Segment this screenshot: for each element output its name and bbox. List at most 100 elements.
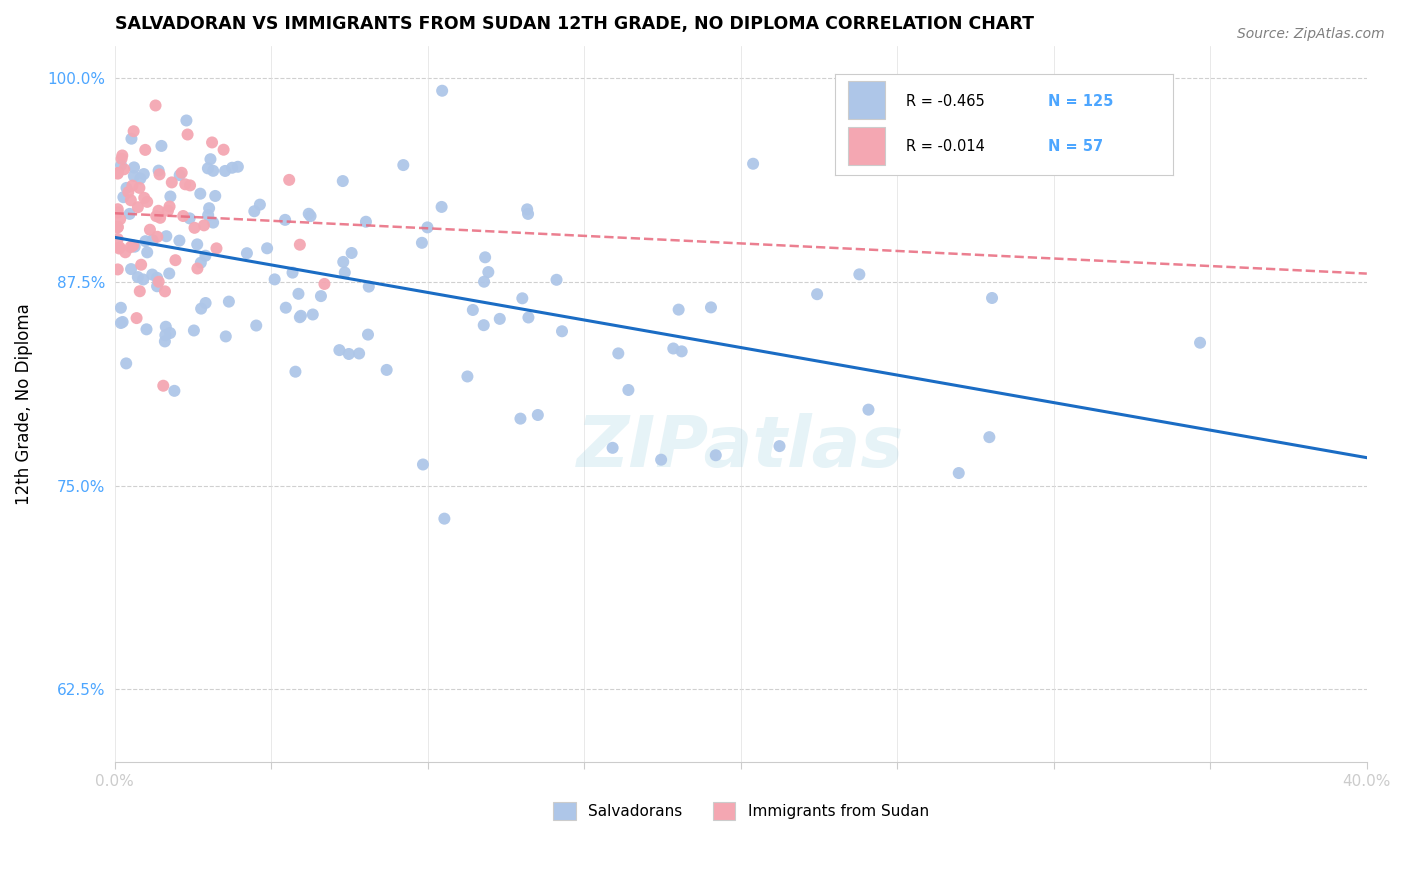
Point (183, 324, 205, 338)
Point (198, 201, 221, 215)
Point (145, 209, 167, 223)
Point (165, 253, 187, 268)
Point (430, 200, 453, 214)
Point (155, 229, 177, 244)
Point (309, 289, 332, 303)
Point (163, 384, 186, 398)
Point (205, 241, 228, 255)
Point (194, 296, 217, 310)
Point (347, 346, 370, 360)
Point (1189, 335, 1212, 350)
Point (392, 158, 415, 172)
Point (617, 383, 640, 397)
Point (141, 268, 163, 282)
Point (107, 219, 129, 234)
Point (174, 178, 197, 192)
Point (200, 152, 222, 166)
Point (214, 164, 236, 178)
Point (110, 152, 132, 166)
Point (120, 262, 142, 277)
Point (107, 166, 129, 180)
Point (256, 241, 278, 255)
Point (290, 309, 312, 323)
Point (128, 285, 150, 299)
Point (243, 204, 266, 219)
Point (948, 466, 970, 480)
Point (176, 128, 198, 142)
Point (517, 310, 540, 325)
Point (129, 171, 152, 186)
Point (202, 216, 225, 230)
Point (742, 157, 765, 171)
Point (472, 275, 495, 289)
Point (153, 285, 176, 299)
Point (148, 167, 170, 181)
Point (212, 143, 235, 157)
Point (179, 211, 201, 226)
Point (981, 291, 1004, 305)
Point (354, 215, 377, 229)
Text: ZIPatlas: ZIPatlas (576, 413, 904, 482)
Point (226, 160, 249, 174)
Point (190, 255, 212, 269)
Point (108, 240, 131, 254)
Point (134, 143, 156, 157)
Point (517, 207, 540, 221)
Point (122, 169, 145, 183)
Point (136, 194, 159, 209)
Point (430, 84, 453, 98)
Point (159, 326, 181, 340)
Point (461, 303, 484, 318)
Point (509, 411, 531, 425)
Point (135, 322, 157, 336)
Point (124, 240, 146, 254)
Point (607, 346, 630, 360)
Point (375, 363, 398, 377)
Point (671, 344, 693, 359)
Point (357, 327, 380, 342)
Point (218, 294, 240, 309)
Point (155, 328, 177, 343)
Point (149, 211, 172, 225)
Point (768, 439, 790, 453)
Point (416, 220, 439, 235)
Point (527, 408, 550, 422)
Y-axis label: 12th Grade, No Diploma: 12th Grade, No Diploma (15, 303, 32, 505)
Point (190, 301, 212, 316)
Point (118, 207, 141, 221)
Point (107, 220, 129, 235)
Point (337, 347, 360, 361)
Point (979, 430, 1001, 444)
Point (700, 301, 723, 315)
Point (201, 136, 224, 150)
Point (197, 208, 219, 222)
Point (858, 402, 880, 417)
Point (169, 234, 191, 248)
Point (668, 302, 690, 317)
Point (301, 308, 323, 322)
Point (411, 235, 433, 250)
Point (107, 205, 129, 219)
Point (274, 212, 297, 227)
Point (551, 324, 574, 338)
Point (150, 139, 173, 153)
Point (183, 220, 205, 235)
Point (169, 168, 191, 182)
Point (704, 448, 727, 462)
Point (245, 318, 267, 333)
Point (287, 286, 309, 301)
Point (546, 273, 568, 287)
Point (176, 113, 198, 128)
Point (148, 163, 170, 178)
Point (314, 277, 336, 291)
Point (114, 245, 136, 260)
Point (112, 162, 135, 177)
Point (120, 131, 142, 145)
Point (288, 310, 311, 325)
Point (221, 161, 243, 175)
Point (110, 301, 132, 315)
Point (159, 200, 181, 214)
Point (120, 193, 142, 207)
Point (110, 158, 132, 172)
Point (516, 202, 538, 217)
